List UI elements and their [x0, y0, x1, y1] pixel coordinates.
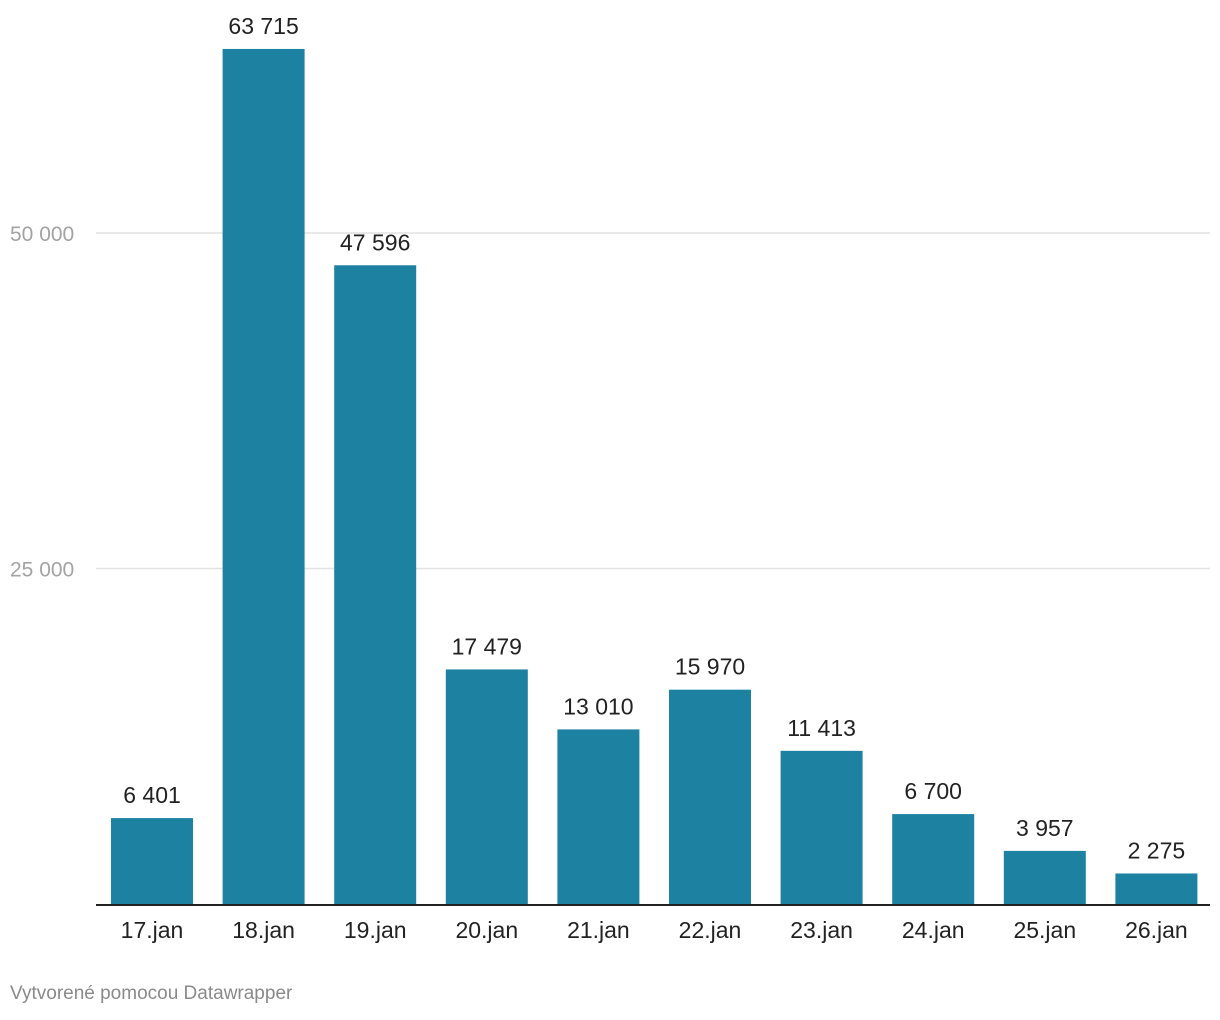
x-tick-label: 20.jan — [455, 917, 518, 943]
value-label: 2 275 — [1128, 837, 1186, 863]
value-label: 11 413 — [787, 715, 856, 741]
bar-20.jan — [445, 669, 528, 904]
y-tick-label: 25 000 — [10, 559, 74, 582]
x-tick-label: 25.jan — [1013, 917, 1076, 943]
bar-26.jan — [1115, 873, 1198, 904]
bar-19.jan — [334, 265, 417, 904]
value-label: 47 596 — [340, 229, 410, 255]
x-tick-label: 23.jan — [790, 917, 853, 943]
value-label: 17 479 — [452, 633, 522, 659]
x-tick-label: 26.jan — [1125, 917, 1188, 943]
value-label: 63 715 — [228, 13, 298, 39]
bar-18.jan — [222, 48, 305, 904]
value-label: 13 010 — [563, 693, 633, 719]
bar-21.jan — [557, 729, 640, 904]
x-tick-label: 21.jan — [567, 917, 630, 943]
bar-17.jan — [111, 818, 193, 904]
bar-chart: 25 000 50 000 6 401 17.jan 63 715 18.jan 47 59… — [10, 13, 1210, 943]
value-label: 6 700 — [904, 778, 962, 804]
bars — [96, 48, 1210, 906]
credit-text: Vytvorené pomocou Datawrapper — [10, 983, 293, 1004]
value-label: 15 970 — [675, 654, 745, 680]
x-tick-label: 22.jan — [679, 917, 742, 943]
bar-24.jan — [892, 814, 975, 904]
labels: 25 000 50 000 6 401 17.jan 63 715 18.jan 47 59… — [10, 13, 1188, 943]
x-tick-label: 19.jan — [344, 917, 407, 943]
x-tick-label: 24.jan — [902, 917, 965, 943]
x-tick-label: 18.jan — [232, 917, 295, 943]
value-label: 3 957 — [1016, 815, 1074, 841]
x-tick-label: 17.jan — [121, 917, 184, 943]
bar-23.jan — [780, 750, 863, 904]
bar-25.jan — [1003, 850, 1086, 904]
bar-22.jan — [669, 689, 751, 904]
value-label: 6 401 — [123, 782, 181, 808]
y-tick-label: 50 000 — [10, 223, 74, 246]
